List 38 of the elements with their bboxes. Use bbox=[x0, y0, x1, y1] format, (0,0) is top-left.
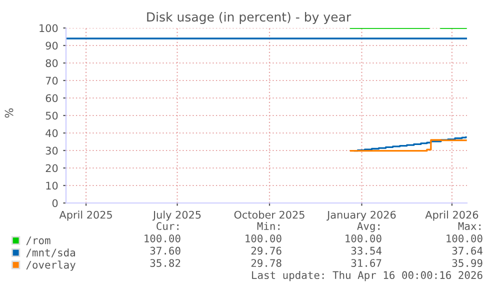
text: 100.00 bbox=[446, 234, 482, 242]
text: 100.00 bbox=[246, 234, 282, 242]
text: 29.78 bbox=[251, 259, 282, 267]
text: 29.76 bbox=[251, 246, 282, 255]
text: 33.54 bbox=[351, 246, 382, 255]
text: 37.60 bbox=[150, 246, 180, 255]
text: Min: bbox=[257, 222, 280, 230]
y-tick-label: 30 bbox=[46, 146, 58, 155]
x-tick-label: April 2026 bbox=[425, 210, 478, 221]
chart-title: Disk usage (in percent) - by year bbox=[147, 12, 352, 24]
y-tick-label: 10 bbox=[46, 182, 58, 190]
y-tick-label: 90 bbox=[46, 42, 58, 50]
text: 35.82 bbox=[150, 259, 180, 267]
y-tick-label: 20 bbox=[46, 164, 58, 172]
x-tick-label: January 2026 bbox=[326, 210, 396, 221]
text: Avg: bbox=[357, 222, 380, 232]
legend-label: /mnt/sda bbox=[26, 248, 75, 258]
y-axis-title: % bbox=[4, 108, 14, 118]
text: 100.00 bbox=[144, 234, 180, 242]
x-tick-label: July 2025 bbox=[152, 210, 201, 221]
legend-label: /rom bbox=[26, 236, 50, 246]
text: 31.67 bbox=[351, 259, 382, 267]
text: Max: bbox=[458, 222, 480, 230]
y-tick-label: 60 bbox=[46, 94, 58, 102]
text: Last update: Thu Apr 16 00:00:16 2026 bbox=[252, 270, 482, 282]
y-tick-label: 40 bbox=[46, 129, 58, 138]
y-tick-label: 80 bbox=[46, 59, 58, 68]
text: 100.00 bbox=[346, 234, 382, 242]
y-tick-label: 100 bbox=[40, 24, 58, 32]
x-tick-label: April 2025 bbox=[59, 210, 112, 221]
x-tick-label: October 2025 bbox=[234, 210, 304, 219]
legend-label: /overlay bbox=[26, 260, 76, 271]
text: Cur: bbox=[156, 222, 178, 230]
text: 37.64 bbox=[452, 246, 483, 255]
y-tick-label: 50 bbox=[46, 112, 58, 120]
y-tick-label: 70 bbox=[46, 76, 58, 85]
y-tick-label: 0 bbox=[52, 199, 58, 208]
text: 35.99 bbox=[452, 259, 482, 267]
